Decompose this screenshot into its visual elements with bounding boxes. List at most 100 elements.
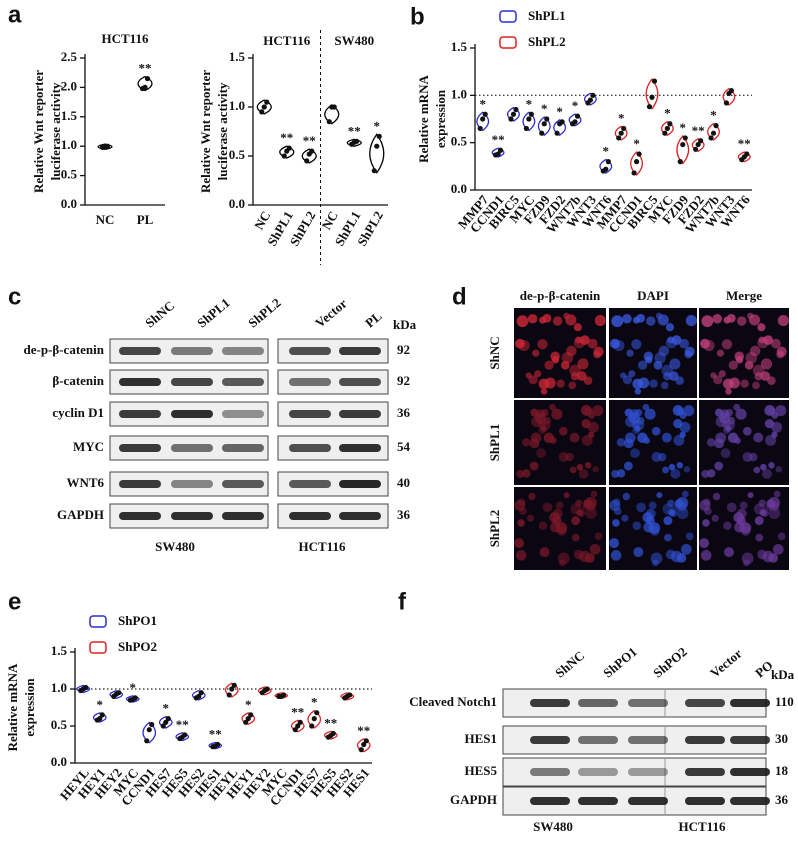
cell (616, 438, 626, 447)
violin (537, 116, 551, 137)
cell (679, 421, 691, 433)
cell (683, 465, 691, 473)
violin (630, 151, 644, 176)
data-point (497, 147, 504, 153)
data-point (146, 727, 152, 733)
cell (577, 358, 589, 370)
cell (565, 314, 577, 326)
band (578, 768, 618, 776)
cell (720, 448, 731, 459)
cell (749, 314, 761, 326)
cell (762, 468, 772, 479)
cell (559, 426, 568, 436)
data-point (572, 119, 578, 125)
cell (622, 492, 630, 501)
violin (301, 148, 317, 164)
data-point (231, 682, 237, 688)
data-point (243, 719, 249, 725)
y-axis-label: Relative Wnt reporter (198, 70, 213, 193)
cell (771, 421, 783, 433)
data-point (259, 109, 265, 115)
cell (663, 372, 672, 381)
cell (534, 370, 542, 378)
violin (191, 690, 206, 701)
significance: ** (280, 130, 293, 145)
data-point (358, 747, 364, 753)
cell (739, 522, 752, 534)
cell (514, 499, 526, 511)
violin (356, 738, 371, 753)
cell (527, 313, 538, 324)
violin (707, 122, 721, 141)
data-point (264, 686, 270, 692)
band (289, 480, 331, 488)
y-tick-label: 0.5 (451, 134, 468, 149)
cell (529, 461, 539, 471)
kda-value: 36 (397, 507, 411, 522)
cell (584, 496, 597, 509)
cell (552, 508, 563, 519)
cell (669, 358, 681, 370)
lane-label: Vector (312, 296, 350, 331)
data-point (376, 133, 382, 139)
data-point (104, 143, 111, 149)
cell (765, 434, 777, 446)
data-point (97, 716, 103, 722)
cell (645, 508, 656, 519)
row-label: β-catenin (52, 373, 104, 388)
y-tick-label: 1.5 (451, 39, 468, 54)
cell (624, 432, 636, 444)
cell (517, 519, 525, 527)
band (730, 768, 770, 776)
cell (663, 516, 673, 526)
cell (728, 360, 738, 370)
violin (257, 686, 272, 696)
cell (559, 559, 566, 567)
cell (590, 490, 598, 498)
data-point (510, 111, 517, 117)
cell (538, 521, 548, 530)
row-label: ShPL2 (487, 510, 502, 548)
data-point (723, 100, 730, 106)
band (730, 797, 770, 805)
cell (577, 371, 587, 381)
cell (638, 377, 650, 389)
data-point (182, 732, 188, 738)
cell (662, 466, 669, 474)
cell (725, 388, 732, 395)
data-point (477, 125, 483, 132)
cell (744, 360, 754, 370)
cell (723, 547, 734, 558)
data-point (83, 684, 89, 691)
data-point (248, 712, 254, 718)
cell (656, 492, 663, 499)
cell (768, 507, 781, 520)
cell (631, 339, 642, 350)
cell (571, 516, 581, 526)
data-point (354, 138, 360, 144)
violin (506, 106, 520, 122)
row-label: Cleaved Notch1 (409, 694, 497, 709)
cell (681, 543, 692, 555)
cell (552, 316, 563, 326)
significance: ** (692, 123, 705, 138)
violin (208, 741, 223, 750)
cell (556, 379, 565, 388)
data-point (347, 692, 353, 698)
violin (583, 92, 597, 106)
band (530, 699, 570, 707)
band (222, 512, 264, 520)
violin (307, 709, 322, 729)
cell (758, 499, 766, 507)
violin (676, 134, 690, 165)
data-point (680, 141, 686, 148)
cell (571, 533, 580, 542)
data-point (295, 723, 301, 729)
cell (769, 501, 780, 512)
band (171, 480, 213, 488)
data-point (281, 692, 287, 698)
cell (776, 346, 787, 357)
cell (549, 403, 556, 411)
violin (290, 719, 305, 733)
cell (651, 426, 661, 436)
